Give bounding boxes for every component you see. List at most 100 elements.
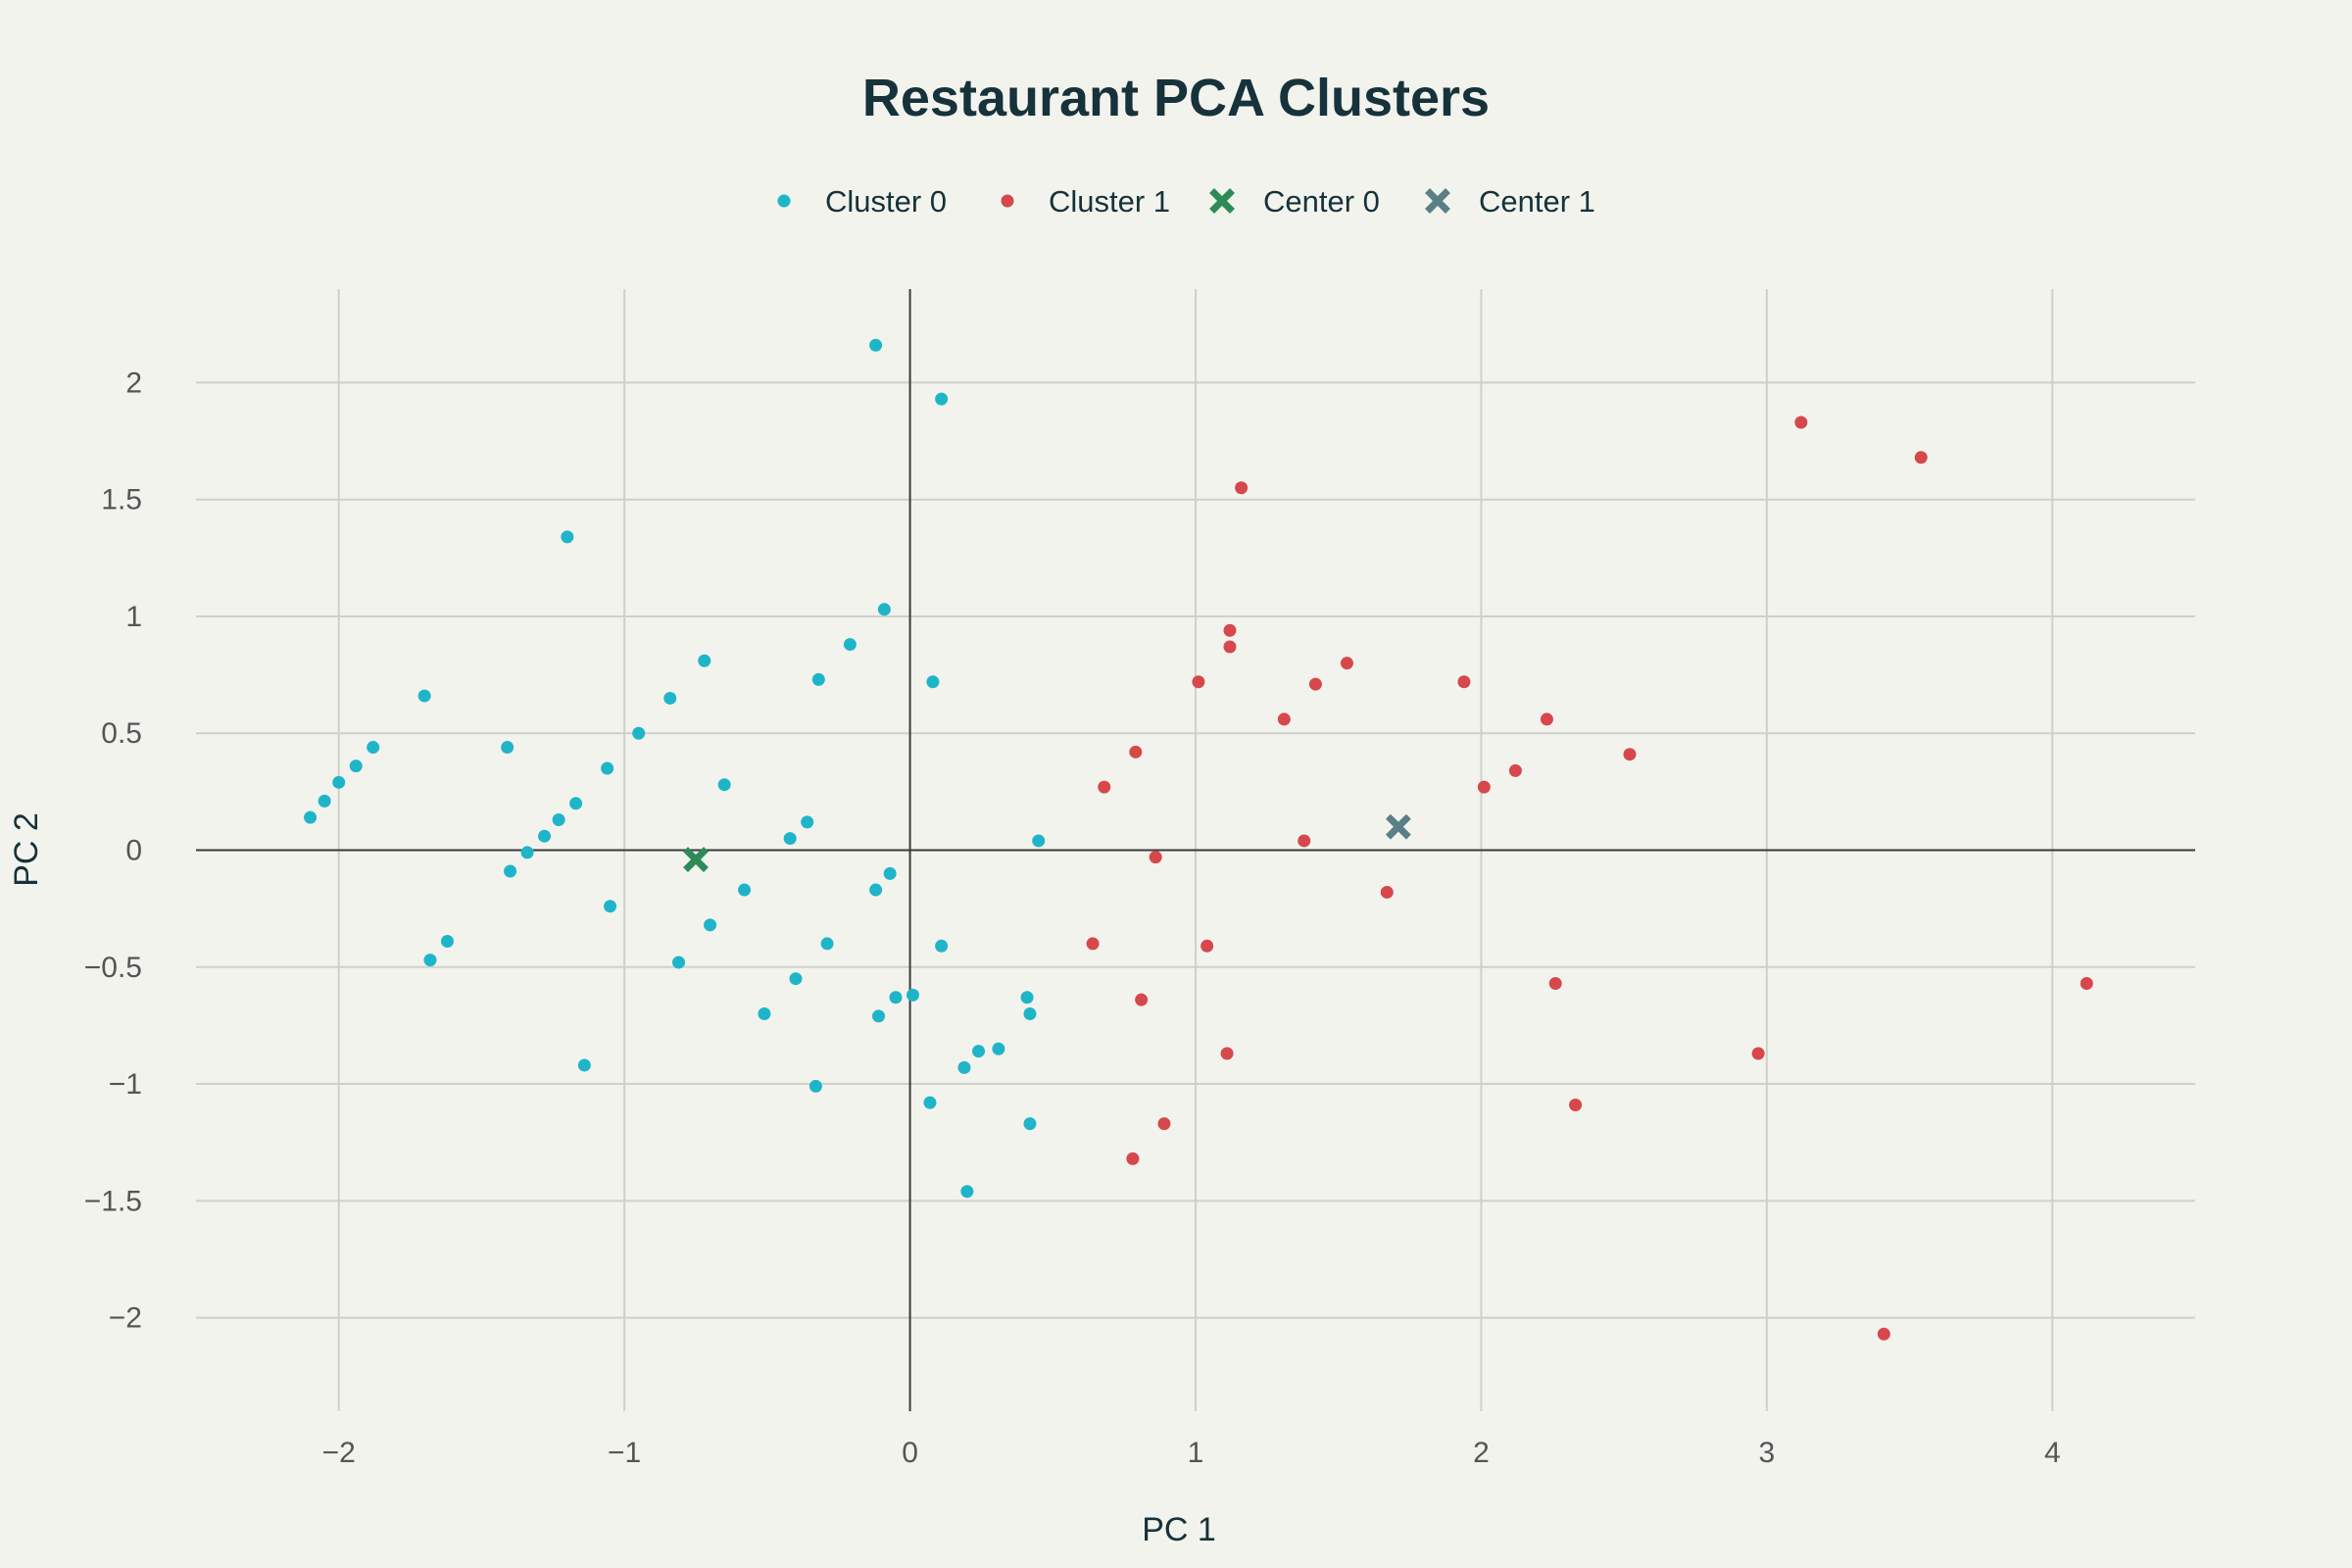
x-tick-label: 1 [1188,1437,1204,1469]
y-tick-label: −2 [109,1302,142,1335]
y-tick-label: 2 [125,367,142,399]
cluster-0-point [704,918,717,932]
cluster-0-point [501,741,514,755]
cluster-0-point [883,866,897,880]
cluster-1-point [1098,780,1111,794]
cluster-0-point [872,1009,886,1023]
cluster-1-point [1623,748,1637,761]
cluster-0-point [440,935,454,949]
cluster-0-point [957,1060,971,1074]
cluster-1-point [1200,939,1214,953]
cluster-0-point [717,778,731,792]
chart-title: Restaurant PCA Clusters [862,69,1490,127]
cluster-0-point [632,726,646,740]
cluster-1-point [1149,851,1162,864]
legend-item-cluster-0: Cluster 0 [777,184,947,219]
cluster-0-point [935,392,949,406]
x-axis-title: PC 1 [1142,1511,1216,1548]
cluster-0-point [332,775,346,789]
x-stroke [683,847,709,872]
cluster-0-point [1023,1117,1037,1131]
cluster-1-point [1477,780,1491,794]
y-tick-label: 0.5 [101,717,142,750]
x-tick-label: 2 [1473,1437,1490,1469]
cluster-0-point [992,1042,1005,1055]
x-tick-label: −1 [608,1437,641,1469]
cluster-1-point [1129,745,1143,759]
cluster-1-point [1086,937,1100,951]
cluster-0-point [367,741,380,755]
legend: Cluster 0 Cluster 1 Center 0 Center 1 [777,184,1595,219]
cluster-0-point [1020,991,1034,1004]
y-axis-ticks: 2 1.5 1 0.5 0 −0.5 −1 −1.5 −2 [84,367,142,1334]
cluster-0-point [960,1185,974,1199]
x-axis-ticks: −2 −1 0 1 2 3 4 [322,1437,2061,1469]
cluster-1-point [1223,640,1237,654]
cluster-0-point [538,829,552,843]
x-tick-label: 4 [2044,1437,2061,1469]
cluster-1-point [1157,1117,1171,1131]
legend-marker-center-0 [1209,188,1235,214]
legend-label-center-0: Center 0 [1263,184,1380,219]
cluster-0-point [569,797,583,810]
legend-item-cluster-1: Cluster 1 [1001,184,1170,219]
grid-lines [196,289,2195,1411]
cluster-0-point [783,832,797,846]
cluster-1-point [1877,1327,1890,1341]
cluster-0-point [577,1058,591,1072]
cluster-0-point [820,937,834,951]
cluster-0-point [672,956,686,969]
cluster-0-point [417,689,431,703]
cluster-1-point [1914,451,1928,465]
cluster-1-point [1540,712,1553,726]
y-tick-label: −0.5 [84,952,142,984]
cluster-0-point [1032,834,1046,848]
cluster-0-point [423,954,437,967]
cluster-0-point [843,638,857,652]
legend-item-center-1: Center 1 [1425,184,1595,219]
cluster-0-point [738,883,752,897]
x-stroke [1385,813,1411,840]
cluster-1-point [1220,1047,1234,1060]
cluster-0-point [504,864,517,878]
legend-item-center-0: Center 0 [1209,184,1380,219]
cluster-1-point [1223,623,1237,637]
data-points [304,338,2093,1341]
cluster-1-point [1298,834,1311,848]
cluster-1-point [1751,1047,1765,1060]
cluster-0-point [663,691,677,705]
y-axis-title: PC 2 [8,812,45,887]
cluster-1-point [2080,976,2093,990]
cluster-0-point [926,675,940,689]
cluster-1-point [1135,993,1149,1006]
cluster-0-point [520,846,534,859]
cluster-1-point [1192,675,1205,689]
cluster-0-point [304,810,318,824]
cluster-0-point [1023,1006,1037,1020]
cluster-1-point [1308,677,1322,691]
cluster-0-point [808,1079,822,1093]
legend-label-cluster-1: Cluster 1 [1049,184,1170,219]
y-tick-label: −1.5 [84,1185,142,1217]
y-tick-label: −1 [109,1068,142,1101]
legend-marker-cluster-1 [1001,194,1014,208]
cluster-1-point [1235,481,1249,495]
x-tick-label: −2 [322,1437,356,1469]
cluster-0-point [906,988,919,1002]
cluster-0-point [801,815,814,829]
center-1-marker [1385,813,1411,840]
y-tick-label: 1.5 [101,484,142,516]
cluster-1-point [1569,1099,1583,1112]
cluster-0-point [889,991,903,1004]
cluster-0-point [935,939,949,953]
cluster-0-point [349,760,363,773]
cluster-0-point [972,1045,986,1058]
x-tick-label: 0 [902,1437,918,1469]
legend-marker-cluster-0 [777,194,791,208]
center-0-marker [683,847,709,872]
legend-label-center-1: Center 1 [1479,184,1595,219]
legend-label-cluster-0: Cluster 0 [825,184,947,219]
cluster-0-point [601,761,614,775]
cluster-1-point [1508,763,1522,777]
cluster-0-point [552,812,565,826]
